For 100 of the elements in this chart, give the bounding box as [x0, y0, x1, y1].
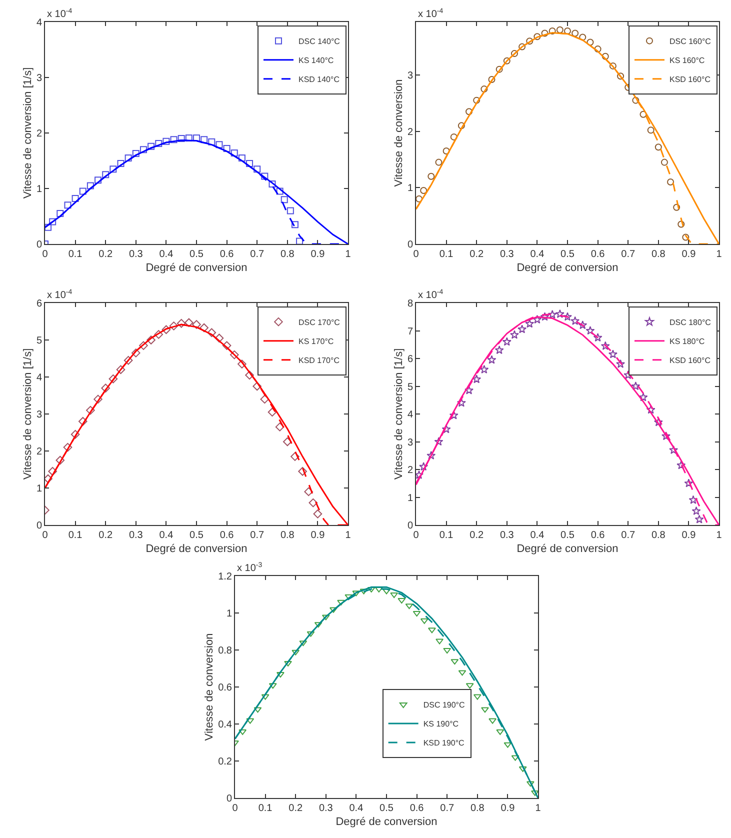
point: [276, 188, 284, 195]
point: [442, 148, 450, 155]
point: [682, 234, 690, 241]
point: [94, 394, 102, 404]
point: [139, 341, 148, 350]
y-axis-title: Vitesse de conversion: [204, 633, 216, 741]
point: [496, 66, 503, 73]
y-tick-label: 1: [36, 184, 42, 195]
point: [207, 328, 216, 337]
point: [176, 318, 186, 328]
point: [374, 586, 383, 592]
point: [344, 594, 353, 600]
point: [434, 437, 444, 446]
legend-label: KSD 160°C: [669, 74, 711, 84]
point: [473, 694, 482, 700]
y-tick-label: 6: [407, 354, 414, 365]
x-tick-label: 0.1: [439, 249, 454, 260]
y-axis-title: Vitesse de conversion [1/s]: [393, 348, 406, 480]
point: [487, 355, 496, 364]
point: [426, 450, 436, 460]
x-tick-label: 0.2: [288, 803, 303, 814]
point: [586, 38, 594, 46]
point: [70, 430, 80, 439]
point: [420, 186, 428, 194]
point: [572, 30, 579, 37]
point: [420, 618, 428, 624]
point: [556, 26, 564, 34]
point: [314, 622, 322, 628]
point: [382, 588, 390, 594]
point: [503, 57, 510, 64]
point: [510, 50, 518, 58]
point: [200, 136, 208, 144]
point: [86, 406, 95, 415]
point: [296, 238, 304, 244]
point: [178, 135, 185, 142]
point: [654, 144, 662, 151]
x-tick-label: 0.5: [560, 249, 575, 260]
y-tick-label: 0.2: [218, 756, 232, 768]
x-tick-label: 0.7: [621, 249, 636, 260]
point: [660, 158, 668, 166]
point: [496, 729, 504, 735]
point: [185, 134, 192, 142]
point: [647, 126, 654, 134]
point: [298, 466, 307, 476]
point: [586, 326, 595, 335]
point: [594, 46, 602, 53]
point: [416, 195, 423, 202]
point: [600, 341, 610, 350]
point: [504, 742, 512, 748]
point: [692, 506, 701, 516]
legend-label: KSD 140°C: [298, 74, 340, 84]
point: [184, 318, 194, 328]
x-tick-label: 0.5: [190, 530, 204, 541]
point: [284, 660, 292, 666]
point: [458, 670, 466, 676]
point: [472, 374, 482, 384]
y-tick-label: 2: [407, 465, 414, 476]
point: [146, 336, 156, 344]
x-tick-label: 0.2: [98, 530, 113, 541]
point: [124, 356, 133, 365]
y-tick-label: 0: [226, 794, 232, 804]
x-axis-title: Degré de conversion: [146, 262, 248, 274]
point: [510, 330, 519, 339]
point: [230, 350, 239, 360]
y-tick-label: 0: [407, 240, 414, 250]
legend-label: DSC 160°C: [669, 36, 712, 46]
point: [313, 510, 322, 518]
x-tick-label: 0.3: [128, 249, 144, 260]
x-tick-label: 0.5: [380, 803, 394, 814]
point: [694, 514, 704, 524]
point: [450, 133, 458, 140]
point: [466, 108, 473, 116]
x-tick-label: 0.3: [500, 249, 514, 260]
point: [102, 171, 110, 178]
point: [162, 138, 170, 145]
point: [48, 466, 57, 476]
point: [45, 224, 52, 231]
point: [419, 462, 428, 471]
point: [154, 330, 164, 339]
point: [367, 586, 376, 592]
point: [466, 683, 474, 689]
x-tick-label: 0.6: [590, 249, 606, 260]
point: [246, 160, 254, 168]
point: [494, 345, 504, 354]
x-tick-label: 0.7: [250, 530, 264, 541]
x-tick-label: 0.4: [530, 249, 545, 260]
x-tick-label: 0.4: [530, 530, 545, 541]
point: [667, 178, 674, 186]
point: [360, 588, 368, 594]
x-tick-label: 0.9: [682, 249, 696, 260]
point: [602, 52, 609, 60]
x-tick-label: 1: [716, 249, 722, 260]
y-tick-label: 2: [407, 126, 414, 138]
point: [428, 628, 436, 634]
y-tick-label: 1: [407, 492, 414, 504]
y-axis-title: Vitesse de conversion [1/s]: [22, 348, 34, 480]
y-tick-label: 1: [226, 608, 232, 620]
y-tick-label: 3: [36, 410, 42, 420]
point: [617, 72, 624, 80]
point: [608, 350, 618, 358]
